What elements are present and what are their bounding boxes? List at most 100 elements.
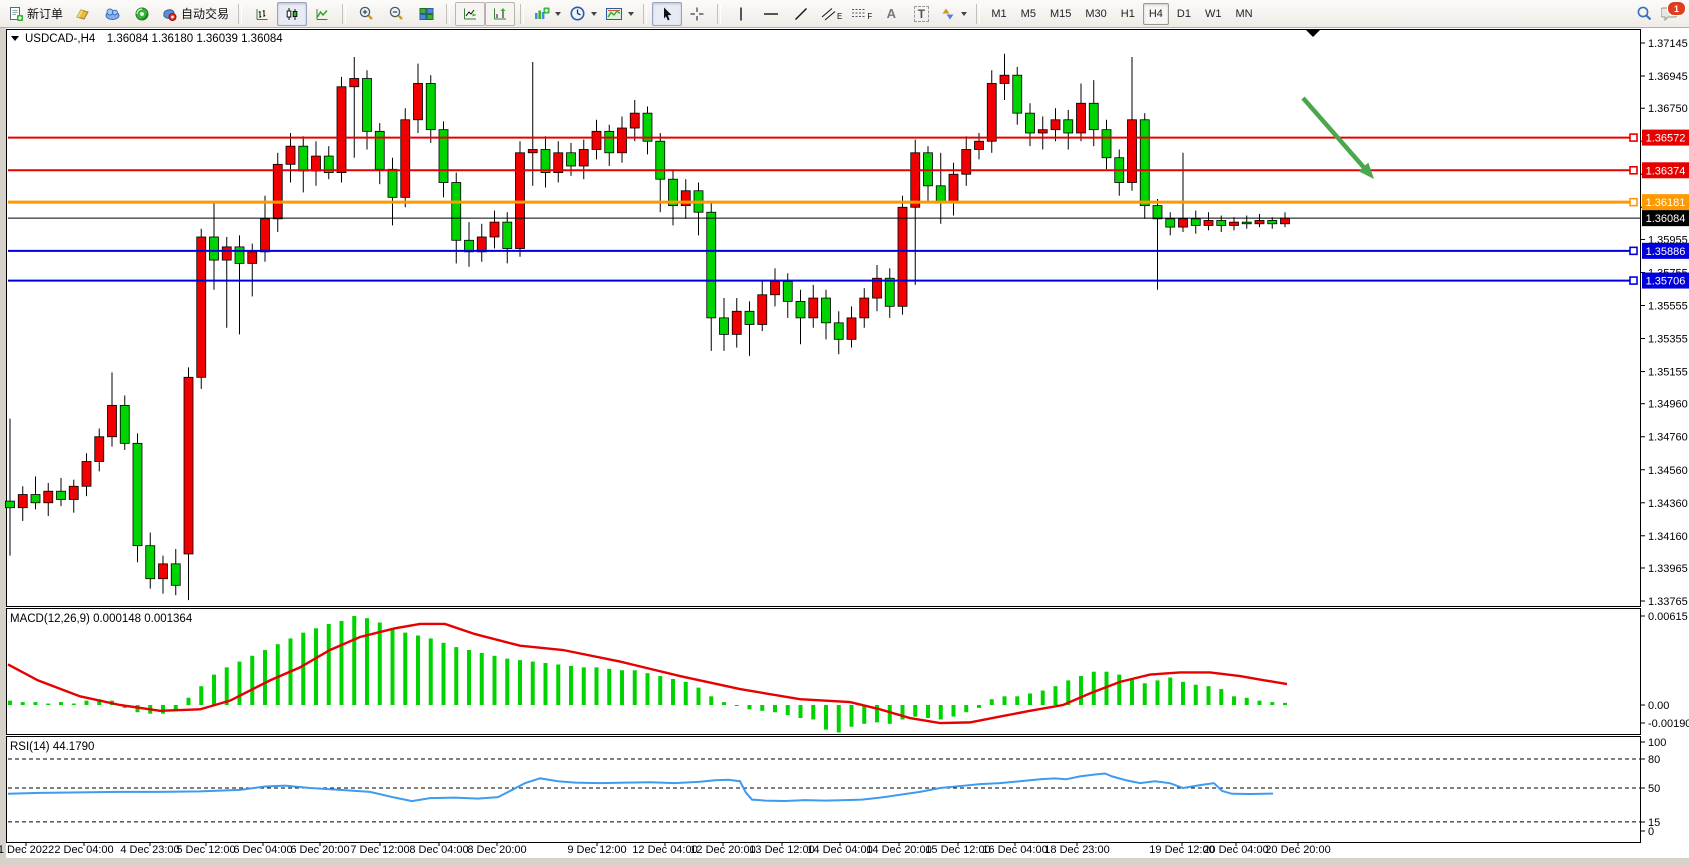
candle-bear [604, 130, 615, 154]
navigator-button[interactable] [127, 2, 157, 26]
line-anchor[interactable] [1629, 197, 1638, 207]
candle-bear [209, 236, 219, 261]
chart-shift-button[interactable] [485, 1, 516, 26]
new-order-button[interactable]: 新订单 [4, 2, 67, 26]
timeframe-H4[interactable]: H4 [1142, 2, 1169, 25]
line-anchor[interactable] [1629, 165, 1638, 175]
macd-histogram-bar [1257, 700, 1262, 705]
price-tag-label: 1.35886 [1646, 246, 1686, 258]
cursor-button[interactable] [652, 1, 683, 26]
candle-bull [336, 86, 347, 173]
timeframe-MN[interactable]: MN [1235, 7, 1253, 20]
price-tag-label: 1.36572 [1646, 133, 1686, 145]
candle-bull [247, 251, 258, 264]
zoom-out-button[interactable] [381, 2, 411, 26]
horizontal-line-icon [764, 12, 779, 15]
time-axis[interactable]: 1 Dec 2022 2 Dec 04:00 4 Dec 23:005 Dec 12… [0, 843, 1331, 856]
clock-icon [570, 6, 585, 21]
market-watch-button[interactable] [67, 2, 97, 26]
zoom-out-icon [389, 6, 403, 20]
price-tag[interactable] [1642, 210, 1689, 227]
autotrading-button[interactable]: 自动交易 [157, 2, 233, 26]
arrow-shaft[interactable] [1301, 96, 1368, 172]
candle-bull [260, 218, 270, 253]
macd-histogram-bar [658, 676, 663, 705]
fibonacci-button[interactable]: F [846, 2, 876, 26]
text-label-button[interactable]: T [906, 2, 936, 26]
price-tag[interactable] [1642, 162, 1689, 179]
line-chart-button[interactable] [307, 2, 337, 26]
symbol-dropdown-icon[interactable] [11, 36, 19, 41]
macd-histogram-bar [301, 632, 306, 705]
fibonacci-f-glyph: F [867, 12, 873, 21]
cursor-icon [663, 7, 672, 20]
time-tick-label: 1 Dec 2022 [0, 844, 54, 856]
toolbar-separator [717, 3, 722, 24]
macd-histogram-bar [8, 700, 12, 705]
tile-windows-button[interactable] [411, 2, 441, 26]
candle-bear [1088, 102, 1099, 131]
crosshair-button[interactable] [682, 2, 712, 26]
line-anchor[interactable] [1629, 133, 1638, 142]
price-axis[interactable]: 1.371451.369451.367501.365501.363501.361… [1640, 38, 1688, 608]
timeframe-M1[interactable]: M1 [991, 7, 1007, 20]
candle-bear [1063, 119, 1074, 134]
candle-bull [349, 78, 360, 88]
timeframe-W1[interactable]: W1 [1204, 7, 1222, 20]
candle-bull [859, 297, 870, 319]
vertical-line-button[interactable] [726, 2, 756, 26]
timeframe-D1[interactable]: D1 [1176, 7, 1191, 20]
rsi-axis[interactable]: 100 80 50 150 [1640, 737, 1666, 838]
indicators-button[interactable] [529, 2, 565, 26]
arrow-annotation[interactable] [1301, 96, 1374, 179]
price-tag[interactable] [1642, 129, 1689, 146]
candle-bull [1178, 218, 1188, 228]
candle-bear [668, 178, 678, 207]
line-anchor[interactable] [1629, 246, 1638, 256]
candlestick-chart-button[interactable] [277, 1, 308, 26]
candle-bear [119, 404, 130, 444]
candle-bear [782, 281, 793, 302]
arrow-head[interactable] [1358, 162, 1374, 179]
auto-scroll-button[interactable] [455, 1, 486, 26]
timeframe-H1[interactable]: H1 [1120, 7, 1135, 20]
macd-histogram-bar [709, 696, 714, 705]
candle-bull [974, 140, 984, 150]
macd-histogram-bar [224, 667, 229, 705]
price-tag[interactable] [1642, 272, 1689, 289]
text-button[interactable]: A [876, 2, 906, 26]
candle-bull [221, 246, 232, 261]
price-tick-label: 1.34160 [1648, 531, 1688, 543]
macd-histogram-bar [71, 703, 76, 705]
zoom-in-button[interactable] [351, 2, 381, 26]
timeframe-M15[interactable]: M15 [1049, 7, 1072, 20]
templates-button[interactable] [601, 2, 638, 26]
bar-chart-button[interactable] [247, 2, 277, 26]
rsi-panel[interactable] [6, 736, 1641, 843]
notifications-button[interactable]: 1 [1661, 1, 1686, 22]
line-anchor[interactable] [1629, 276, 1638, 285]
trendline-button[interactable] [786, 2, 816, 26]
price-tags-layer: 1.36572 1.36374 1.36181 1.36084 1.35886 1.357… [1642, 129, 1689, 289]
candle-bull [948, 173, 959, 203]
time-tick-label: 20 Dec 20:00 [1265, 844, 1330, 856]
bar-shift-marker[interactable] [1306, 30, 1320, 37]
arrows-tool-button[interactable] [936, 2, 971, 26]
macd-histogram-bar [173, 705, 178, 711]
horizontal-line-button[interactable] [756, 2, 786, 26]
timeframe-M5[interactable]: M5 [1020, 7, 1036, 20]
timeframe-M30[interactable]: M30 [1085, 7, 1107, 20]
price-tag[interactable] [1642, 194, 1689, 211]
equidistant-channel-button[interactable]: E [816, 2, 846, 26]
candle-bull [272, 163, 283, 220]
search-icon[interactable] [1636, 5, 1653, 22]
candle-bull [757, 294, 768, 325]
data-window-button[interactable] [97, 2, 127, 26]
macd-histogram-bar [875, 705, 879, 723]
price-tag[interactable] [1642, 242, 1689, 259]
candle-bear [1025, 112, 1035, 134]
periods-button[interactable] [565, 2, 601, 26]
macd-axis[interactable]: 0.00615 0.00 -0.001906 [1640, 611, 1689, 730]
time-tick-label: 16 Dec 04:00 [982, 844, 1047, 856]
